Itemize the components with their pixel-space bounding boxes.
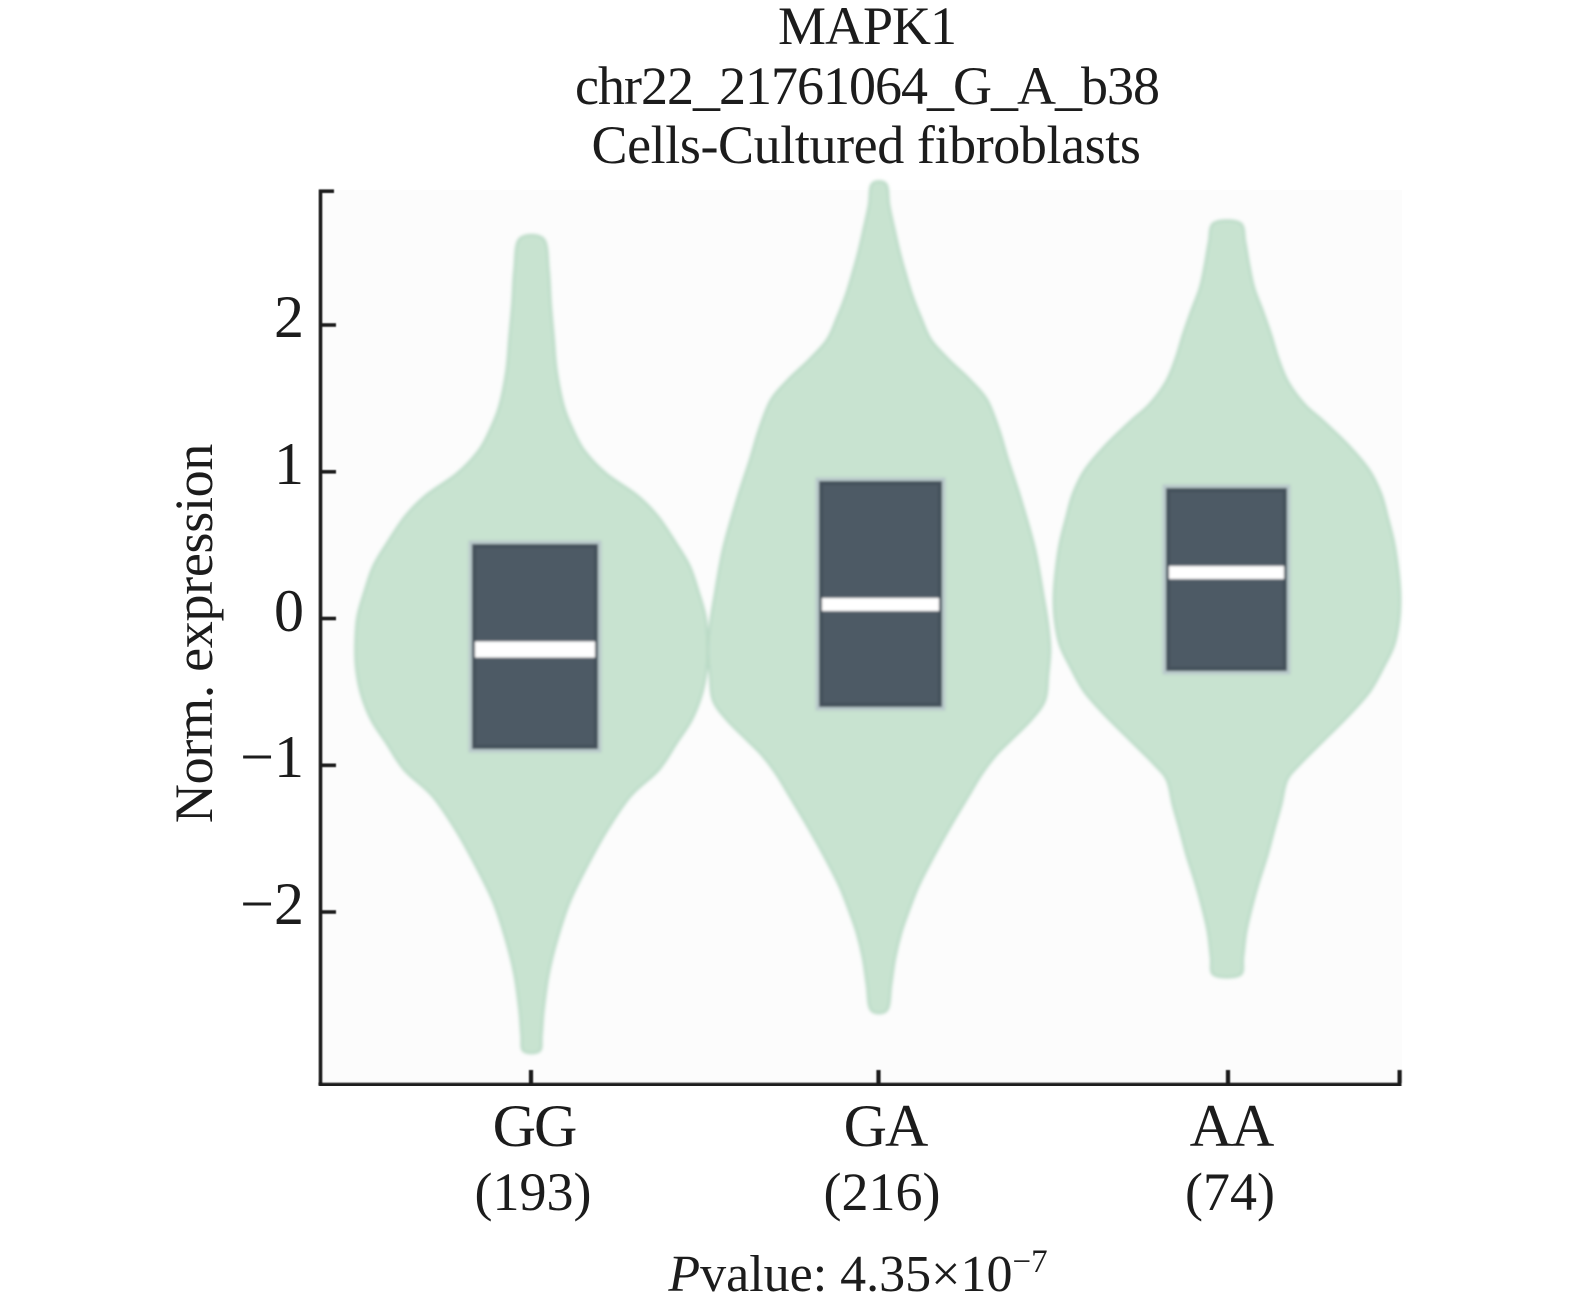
svg-text:GG: GG [493,1093,576,1159]
svg-text:−2: −2 [240,871,304,937]
svg-text:Cells-Cultured fibroblasts: Cells-Cultured fibroblasts [591,115,1140,175]
svg-text:0: 0 [274,578,304,644]
svg-text:2: 2 [274,284,304,350]
svg-text:Norm. expression: Norm. expression [164,444,224,823]
svg-text:1: 1 [274,431,304,497]
svg-text:chr22_21761064_G_A_b38: chr22_21761064_G_A_b38 [575,56,1159,116]
svg-text:(216): (216) [824,1162,941,1222]
svg-text:Pvalue: 4.35×10−7: Pvalue: 4.35×10−7 [667,1244,1047,1303]
svg-text:GA: GA [844,1093,928,1159]
svg-text:MAPK1: MAPK1 [778,0,956,56]
svg-text:AA: AA [1190,1093,1274,1159]
svg-text:(193): (193) [475,1162,592,1222]
svg-text:−1: −1 [240,724,304,790]
svg-text:(74): (74) [1185,1162,1275,1222]
